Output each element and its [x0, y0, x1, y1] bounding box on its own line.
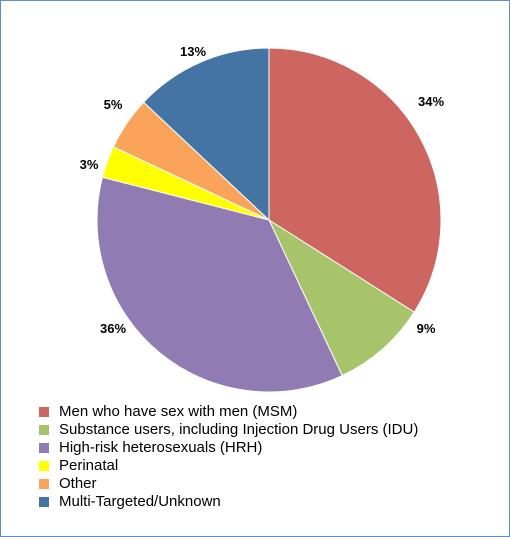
legend-swatch [39, 425, 49, 435]
pie-slice-2 [96, 176, 343, 393]
legend-label: Perinatal [59, 457, 119, 474]
pie-value-label-0: 34% [418, 94, 444, 109]
legend-item: Perinatal [39, 457, 418, 475]
legend-swatch [39, 497, 49, 507]
chart-legend: Men who have sex with men (MSM) Substance… [39, 403, 418, 511]
legend-item: High-risk heterosexuals (HRH) [39, 439, 418, 457]
pie-slice-0 [268, 47, 442, 313]
legend-swatch [39, 461, 49, 471]
legend-label: Multi-Targeted/Unknown [59, 493, 221, 510]
legend-label: Substance users, including Injection Dru… [59, 421, 419, 438]
legend-item: Substance users, including Injection Dru… [39, 421, 418, 439]
legend-swatch [39, 479, 49, 489]
pie-slices [96, 47, 442, 393]
legend-label: Other [59, 475, 97, 492]
pie-value-label-4: 5% [104, 97, 123, 112]
pie-value-label-5: 13% [180, 44, 206, 59]
legend-item: Other [39, 475, 418, 493]
legend-item: Men who have sex with men (MSM) [39, 403, 418, 421]
pie-value-label-3: 3% [80, 157, 99, 172]
legend-swatch [39, 443, 49, 453]
pie-value-labels: 34% 9% 36% 3% 5% 13% [80, 44, 445, 336]
legend-item: Multi-Targeted/Unknown [39, 493, 418, 511]
pie-chart: 34% 9% 36% 3% 5% 13% [80, 44, 445, 393]
pie-slice-1 [267, 218, 415, 377]
legend-label: Men who have sex with men (MSM) [59, 403, 298, 420]
pie-slice-5 [142, 47, 270, 222]
pie-value-label-2: 36% [100, 321, 126, 336]
legend-swatch [39, 407, 49, 417]
legend-label: High-risk heterosexuals (HRH) [59, 439, 263, 456]
pie-value-label-1: 9% [417, 321, 436, 336]
